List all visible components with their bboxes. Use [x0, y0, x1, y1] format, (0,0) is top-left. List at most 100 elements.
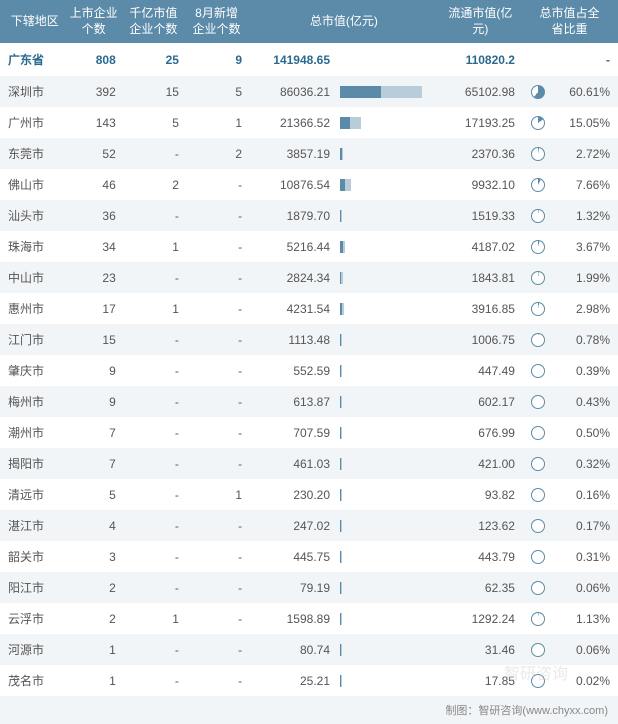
- total-mv-cell: 461.03: [248, 448, 336, 479]
- bar-cell: [336, 572, 440, 603]
- region-cell: 河源市: [0, 634, 65, 665]
- aug-cell: -: [185, 324, 248, 355]
- pie-cell: [521, 603, 555, 634]
- aug-cell: -: [185, 603, 248, 634]
- pie-cell: [521, 324, 555, 355]
- qianyi-cell: -: [122, 634, 185, 665]
- bar-cell: [336, 231, 440, 262]
- bar-chart: [340, 364, 434, 378]
- aug-cell: -: [185, 510, 248, 541]
- pie-icon: [531, 643, 545, 657]
- pie-cell: [521, 355, 555, 386]
- qianyi-cell: -: [122, 417, 185, 448]
- pie-icon: [531, 581, 545, 595]
- pie-icon: [531, 550, 545, 564]
- table-row: 珠海市341-5216.444187.023.67%: [0, 231, 618, 262]
- total-mv-cell: 445.75: [248, 541, 336, 572]
- header-circ-mv: 流通市值(亿元): [440, 0, 521, 43]
- aug-cell: -: [185, 231, 248, 262]
- pie-icon: [531, 333, 545, 347]
- region-cell: 佛山市: [0, 169, 65, 200]
- pie-icon: [531, 395, 545, 409]
- circ-mv-cell: 1292.24: [440, 603, 521, 634]
- qianyi-cell: -: [122, 448, 185, 479]
- bar-cell: [336, 169, 440, 200]
- listed-cell: 46: [65, 169, 121, 200]
- summary-region: 广东省: [0, 43, 65, 76]
- qianyi-cell: -: [122, 324, 185, 355]
- qianyi-cell: 5: [122, 107, 185, 138]
- pie-icon: [531, 674, 545, 688]
- bar-chart: [340, 85, 434, 99]
- bar-cell: [336, 138, 440, 169]
- summary-bar: [336, 43, 440, 76]
- region-cell: 深圳市: [0, 76, 65, 107]
- bar-circ: [341, 675, 342, 687]
- listed-cell: 1: [65, 634, 121, 665]
- bar-circ: [341, 582, 342, 594]
- pie-icon: [531, 519, 545, 533]
- bar-cell: [336, 355, 440, 386]
- pct-cell: 0.06%: [555, 572, 618, 603]
- bar-chart: [340, 209, 434, 223]
- total-mv-cell: 25.21: [248, 665, 336, 696]
- table-row: 东莞市52-23857.192370.362.72%: [0, 138, 618, 169]
- listed-cell: 15: [65, 324, 121, 355]
- bar-chart: [340, 519, 434, 533]
- table-row: 江门市15--1113.481006.750.78%: [0, 324, 618, 355]
- qianyi-cell: -: [122, 355, 185, 386]
- pct-cell: 0.50%: [555, 417, 618, 448]
- pie-cell: [521, 76, 555, 107]
- region-cell: 汕头市: [0, 200, 65, 231]
- circ-mv-cell: 602.17: [440, 386, 521, 417]
- listed-cell: 392: [65, 76, 121, 107]
- aug-cell: -: [185, 293, 248, 324]
- pct-cell: 2.98%: [555, 293, 618, 324]
- bar-total: [340, 117, 350, 129]
- region-cell: 梅州市: [0, 386, 65, 417]
- pct-cell: 1.13%: [555, 603, 618, 634]
- pct-cell: 0.78%: [555, 324, 618, 355]
- region-cell: 广州市: [0, 107, 65, 138]
- table-row: 河源市1--80.7431.460.06%: [0, 634, 618, 665]
- aug-cell: -: [185, 355, 248, 386]
- header-row: 下辖地区 上市企业 个数 千亿市值 企业个数 8月新增 企业个数 总市值(亿元)…: [0, 0, 618, 43]
- bar-cell: [336, 603, 440, 634]
- region-cell: 肇庆市: [0, 355, 65, 386]
- table-row: 肇庆市9--552.59447.490.39%: [0, 355, 618, 386]
- bar-cell: [336, 665, 440, 696]
- pct-cell: 0.39%: [555, 355, 618, 386]
- listed-cell: 7: [65, 417, 121, 448]
- bar-chart: [340, 612, 434, 626]
- circ-mv-cell: 1843.81: [440, 262, 521, 293]
- pct-cell: 1.32%: [555, 200, 618, 231]
- pie-icon: [531, 209, 545, 223]
- circ-mv-cell: 3916.85: [440, 293, 521, 324]
- header-listed: 上市企业 个数: [65, 0, 121, 43]
- pie-cell: [521, 541, 555, 572]
- header-aug-new: 8月新增 企业个数: [185, 0, 248, 43]
- listed-cell: 2: [65, 572, 121, 603]
- listed-cell: 9: [65, 386, 121, 417]
- table-row: 汕头市36--1879.701519.331.32%: [0, 200, 618, 231]
- bar-circ: [341, 365, 342, 377]
- qianyi-cell: -: [122, 138, 185, 169]
- pie-cell: [521, 572, 555, 603]
- aug-cell: -: [185, 386, 248, 417]
- pie-icon: [531, 116, 545, 130]
- pie-cell: [521, 479, 555, 510]
- header-qianyi: 千亿市值 企业个数: [122, 0, 185, 43]
- pie-cell: [521, 417, 555, 448]
- region-cell: 江门市: [0, 324, 65, 355]
- circ-mv-cell: 443.79: [440, 541, 521, 572]
- pct-cell: 0.17%: [555, 510, 618, 541]
- aug-cell: -: [185, 262, 248, 293]
- circ-mv-cell: 65102.98: [440, 76, 521, 107]
- pie-icon: [531, 178, 545, 192]
- total-mv-cell: 1598.89: [248, 603, 336, 634]
- summary-qianyi: 25: [122, 43, 185, 76]
- bar-circ: [341, 427, 342, 439]
- bar-circ: [341, 644, 342, 656]
- aug-cell: 2: [185, 138, 248, 169]
- bar-circ: [343, 241, 346, 253]
